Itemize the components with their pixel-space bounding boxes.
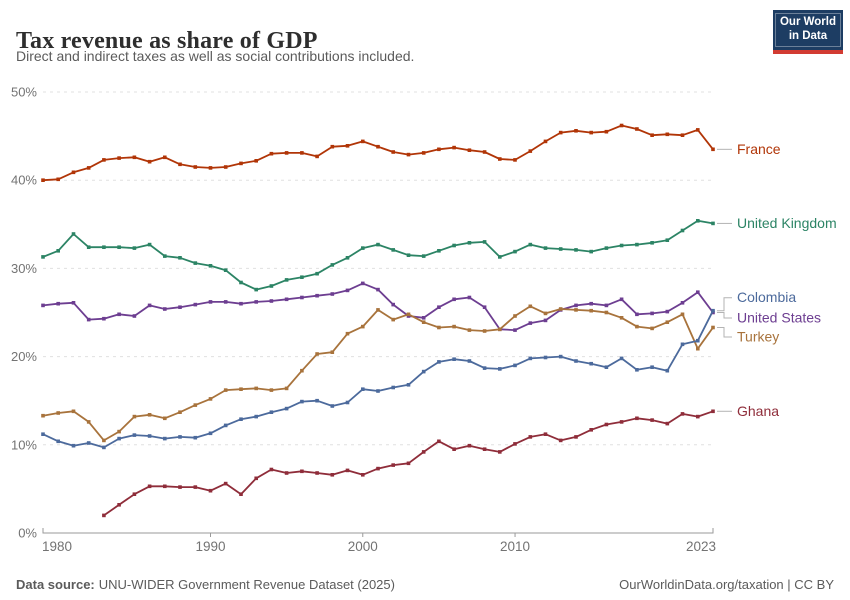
series-line-colombia[interactable]: [42, 310, 714, 449]
series-markers-turkey: [41, 304, 715, 443]
series-label-united-states[interactable]: United States: [737, 310, 821, 326]
page-title: Tax revenue as share of GDP: [16, 28, 318, 55]
owid-logo[interactable]: Our World in Data: [773, 10, 843, 54]
x-tick-label-1980: 1980: [42, 539, 72, 554]
series-line-france[interactable]: [42, 124, 714, 182]
owid-logo-text: Our World in Data: [774, 13, 841, 47]
series-label-group-united-states[interactable]: United States: [717, 310, 821, 326]
data-source-name[interactable]: UNU-WIDER Government Revenue Dataset (20…: [98, 576, 395, 592]
series-label-group-turkey[interactable]: Turkey: [717, 327, 779, 345]
series-colombia[interactable]: [41, 308, 715, 450]
series-label-colombia[interactable]: Colombia: [737, 289, 796, 305]
x-tick-label-1990: 1990: [195, 539, 225, 554]
data-source: Data source: UNU-WIDER Government Revenue…: [16, 577, 395, 592]
series-label-group-france[interactable]: France: [717, 141, 781, 157]
owid-url-license[interactable]: OurWorldinData.org/taxation | CC BY: [619, 576, 834, 592]
series-markers-france: [41, 123, 715, 182]
x-tick-label-2000: 2000: [348, 539, 378, 554]
page-subtitle: Direct and indirect taxes as well as soc…: [16, 48, 415, 64]
label-connector-united-states: [717, 312, 732, 319]
series-label-group-united-kingdom[interactable]: United Kingdom: [717, 215, 837, 231]
y-tick-label-50: 50%: [11, 85, 37, 100]
series-united-states[interactable]: [41, 281, 715, 332]
x-axis-line: [42, 528, 714, 534]
gridlines: 0% 10% 20% 30% 40% 50%: [11, 85, 713, 541]
y-tick-label-40: 40%: [11, 173, 37, 188]
series-label-united-kingdom[interactable]: United Kingdom: [737, 215, 837, 231]
series-france[interactable]: [41, 123, 715, 182]
series-turkey[interactable]: [41, 304, 715, 443]
x-tick-label-2010: 2010: [500, 539, 530, 554]
label-connector-turkey: [717, 327, 732, 338]
x-tick-label-2023: 2023: [686, 539, 716, 554]
label-connector-colombia: [717, 297, 732, 312]
y-tick-label-30: 30%: [11, 261, 37, 276]
y-tick-label-10: 10%: [11, 437, 37, 452]
data-source-label: Data source:: [16, 576, 95, 592]
series-united-kingdom[interactable]: [41, 219, 715, 292]
series-markers-united-states: [41, 281, 715, 332]
series-label-group-ghana[interactable]: Ghana: [717, 403, 779, 419]
y-tick-label-0: 0%: [18, 526, 37, 541]
series-markers-ghana: [102, 409, 715, 518]
series-markers-colombia: [41, 308, 715, 450]
series-label-ghana[interactable]: Ghana: [737, 403, 779, 419]
series-markers-united-kingdom: [41, 219, 715, 292]
y-tick-label-20: 20%: [11, 349, 37, 364]
series-line-united-kingdom[interactable]: [42, 219, 714, 291]
series-ghana[interactable]: [102, 409, 715, 518]
chart-footer: Data source: UNU-WIDER Government Revenue…: [0, 568, 850, 600]
series-label-turkey[interactable]: Turkey: [737, 328, 779, 344]
x-axis: 1980 1990 2000 2010 2023: [42, 528, 716, 554]
series-label-france[interactable]: France: [737, 141, 781, 157]
series-line-turkey[interactable]: [42, 305, 714, 442]
series-label-group-colombia[interactable]: Colombia: [717, 289, 796, 312]
